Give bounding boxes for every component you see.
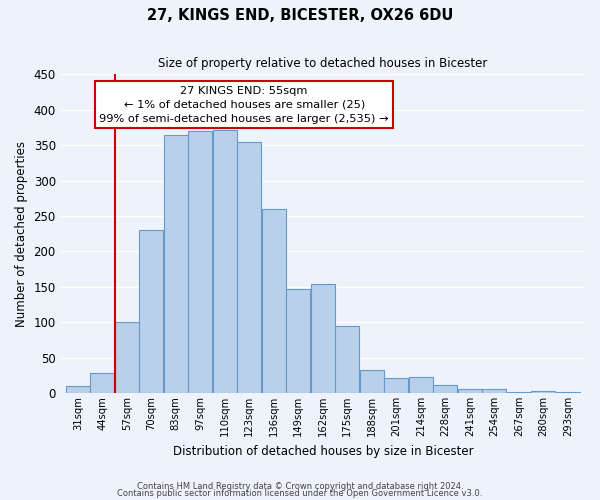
Bar — [385, 378, 408, 393]
Bar — [115, 322, 139, 393]
Bar — [532, 391, 555, 393]
Title: Size of property relative to detached houses in Bicester: Size of property relative to detached ho… — [158, 58, 488, 70]
Bar — [458, 390, 482, 393]
Bar — [433, 385, 457, 393]
Text: Contains public sector information licensed under the Open Government Licence v3: Contains public sector information licen… — [118, 490, 482, 498]
Y-axis label: Number of detached properties: Number of detached properties — [15, 140, 28, 326]
Text: 27, KINGS END, BICESTER, OX26 6DU: 27, KINGS END, BICESTER, OX26 6DU — [147, 8, 453, 22]
Bar — [262, 209, 286, 393]
Bar — [482, 390, 506, 393]
Text: Contains HM Land Registry data © Crown copyright and database right 2024.: Contains HM Land Registry data © Crown c… — [137, 482, 463, 491]
Bar — [238, 142, 261, 393]
Bar — [66, 386, 90, 393]
Text: 27 KINGS END: 55sqm
← 1% of detached houses are smaller (25)
99% of semi-detache: 27 KINGS END: 55sqm ← 1% of detached hou… — [100, 86, 389, 124]
Bar — [556, 392, 580, 393]
Bar — [311, 284, 335, 393]
Bar — [164, 134, 188, 393]
Bar — [91, 373, 114, 393]
Bar — [188, 131, 212, 393]
Bar — [139, 230, 163, 393]
Bar — [286, 289, 310, 393]
Bar — [409, 378, 433, 393]
Bar — [213, 130, 237, 393]
Bar — [360, 370, 384, 393]
Bar — [335, 326, 359, 393]
Bar — [507, 392, 531, 393]
X-axis label: Distribution of detached houses by size in Bicester: Distribution of detached houses by size … — [173, 444, 473, 458]
